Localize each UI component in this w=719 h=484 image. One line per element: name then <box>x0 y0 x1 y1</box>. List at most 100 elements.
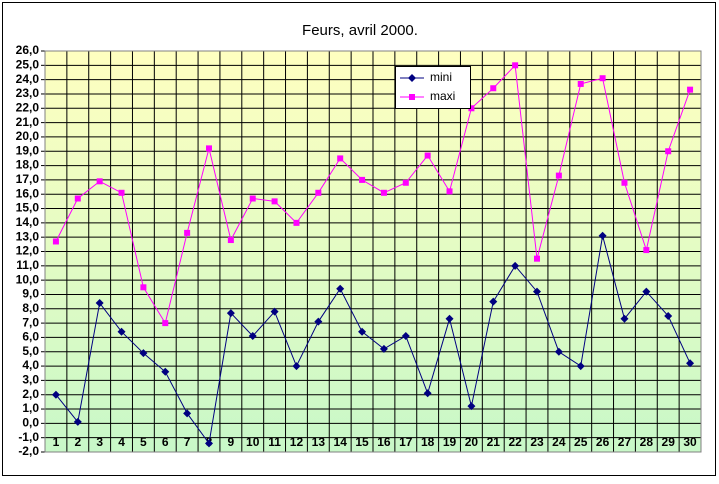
y-tick-label: 18,0 <box>16 158 40 172</box>
marker-square <box>687 86 694 93</box>
marker-square <box>359 176 366 183</box>
x-tick-label: 22 <box>508 435 522 449</box>
marker-diamond <box>51 390 60 399</box>
x-tick-label: 27 <box>618 435 632 449</box>
marker-square <box>271 198 278 205</box>
marker-square <box>227 237 234 244</box>
x-tick-label: 30 <box>683 435 697 449</box>
marker-square <box>534 255 540 262</box>
marker-square <box>74 195 81 202</box>
series-line <box>55 64 691 325</box>
x-tick-label: 3 <box>96 435 103 449</box>
plot-border <box>44 50 702 453</box>
x-tick-label: 25 <box>574 435 588 449</box>
marker-square <box>468 105 475 112</box>
x-tick-label: 16 <box>377 435 391 449</box>
y-tick-label: 10,0 <box>16 272 40 286</box>
x-tick-label: 18 <box>421 435 435 449</box>
marker-square <box>162 320 169 327</box>
marker-diamond <box>205 439 213 448</box>
marker-diamond <box>445 314 454 323</box>
marker-square <box>577 80 584 87</box>
x-tick-label: 4 <box>118 435 125 449</box>
marker-diamond <box>401 331 410 340</box>
y-tick-label: 2,0 <box>22 387 39 401</box>
marker-diamond <box>270 307 279 316</box>
marker-diamond <box>489 297 498 306</box>
marker-square <box>490 85 497 92</box>
legend-label: maxi <box>430 89 455 103</box>
marker-square <box>184 229 191 236</box>
y-tick-label: 0,0 <box>22 416 39 430</box>
marker-diamond <box>95 299 104 308</box>
marker-square <box>206 145 212 152</box>
marker-diamond <box>686 359 695 368</box>
x-tick-label: 5 <box>140 435 147 449</box>
chart-title: Feurs, avril 2000. <box>302 22 418 39</box>
y-tick-label: 26,0 <box>16 43 40 57</box>
marker-diamond <box>292 362 301 371</box>
x-tick-label: 29 <box>662 435 676 449</box>
x-tick-label: 26 <box>596 435 610 449</box>
marker-square <box>402 179 409 186</box>
y-tick-label: 19,0 <box>16 143 40 157</box>
x-tick-label: 9 <box>228 435 235 449</box>
marker-square <box>118 189 125 196</box>
marker-diamond <box>620 314 629 323</box>
marker-square <box>621 179 628 186</box>
series-line <box>55 235 691 445</box>
marker-diamond <box>408 74 416 82</box>
marker-diamond <box>664 311 673 320</box>
x-tick-label: 15 <box>355 435 369 449</box>
y-tick-label: 15,0 <box>16 201 40 215</box>
marker-diamond <box>183 409 192 418</box>
y-tick-label: 25,0 <box>16 57 40 71</box>
x-tick-label: 13 <box>312 435 326 449</box>
marker-square <box>315 189 322 196</box>
y-tick-label: 5,0 <box>22 344 39 358</box>
marker-diamond <box>336 284 345 293</box>
x-tick-label: 24 <box>552 435 566 449</box>
marker-diamond <box>511 261 520 270</box>
marker-diamond <box>248 331 257 340</box>
x-tick-label: 17 <box>399 435 413 449</box>
marker-square <box>643 247 650 254</box>
x-tick-label: 10 <box>246 435 260 449</box>
legend-label: mini <box>430 70 452 84</box>
marker-square <box>599 75 606 82</box>
x-tick-label: 14 <box>334 435 348 449</box>
marker-diamond <box>576 362 585 371</box>
x-tick-label: 6 <box>162 435 169 449</box>
marker-square <box>293 219 300 226</box>
y-tick-label: 6,0 <box>22 330 39 344</box>
marker-diamond <box>554 347 563 356</box>
x-tick-label: 21 <box>487 435 501 449</box>
y-tick-label: 14,0 <box>16 215 40 229</box>
y-tick-label: 23,0 <box>16 86 40 100</box>
y-tick-label: -2,0 <box>18 444 39 458</box>
marker-diamond <box>139 349 148 358</box>
marker-square <box>249 195 256 202</box>
marker-square <box>140 284 147 291</box>
y-tick-label: 9,0 <box>22 287 39 301</box>
x-tick-label: 1 <box>53 435 60 449</box>
marker-diamond <box>161 367 170 376</box>
marker-diamond <box>117 327 126 336</box>
marker-diamond <box>423 389 432 398</box>
y-tick-label: 12,0 <box>16 244 40 258</box>
marker-diamond <box>598 231 607 240</box>
marker-square <box>96 178 103 185</box>
y-tick-label: 4,0 <box>22 358 39 372</box>
y-tick-label: 3,0 <box>22 373 39 387</box>
marker-diamond <box>533 287 541 296</box>
y-tick-label: 8,0 <box>22 301 39 315</box>
marker-diamond <box>226 309 235 318</box>
x-tick-label: 2 <box>74 435 81 449</box>
x-tick-label: 12 <box>290 435 304 449</box>
y-tick-label: 1,0 <box>22 401 39 415</box>
legend-box <box>395 66 471 109</box>
x-tick-label: 19 <box>443 435 457 449</box>
y-tick-label: 13,0 <box>16 229 40 243</box>
marker-square <box>665 148 672 155</box>
